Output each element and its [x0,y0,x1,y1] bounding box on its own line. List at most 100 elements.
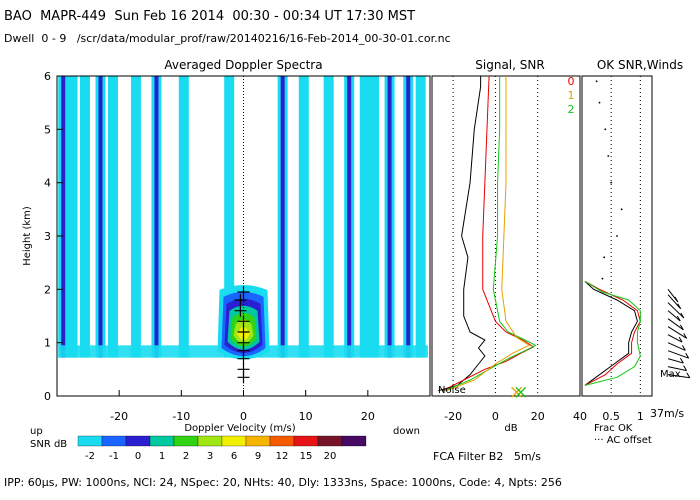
wind-barb-flag [674,296,679,303]
wind-barb-flag [685,352,690,359]
colorbar-swatch [221,435,247,447]
ok-series-2 [584,280,641,386]
noise-stripe-core [280,76,285,358]
noise-stripe [178,76,189,358]
header-title-line: BAO MAPR-449 Sun Feb 16 2014 00:30 - 00:… [4,10,415,23]
y-tick-label: 5 [44,123,51,136]
noise-stripe [359,76,370,358]
x-end-label-left: up [30,426,43,437]
ok-series-0 [584,280,638,386]
wind-barb [667,318,684,331]
snr-series-0 [438,76,486,392]
ok-frame [581,75,653,397]
colorbar-tick-label: -1 [109,451,119,462]
header-file-path: /scr/data/modular_prof/raw/20140216/16-F… [76,32,451,45]
fca-filter: FCA Filter B2 [433,450,504,463]
colorbar-swatch [125,435,151,447]
snr-x-tick-label: 20 [531,410,545,423]
snr-legend-label: 0 [568,75,575,88]
noise-stripe [323,76,334,358]
noise-stripe-core [387,76,392,358]
snr-series-noise [446,76,531,392]
noise-stripe [107,76,118,358]
snr-x-mark [511,386,523,398]
ok-legend-label: ··· AC offset [594,435,652,446]
peak-marker [237,326,250,338]
colorbar-tick-label: 9 [255,451,261,462]
noise-stripe [130,76,141,358]
fca-speed: 5m/s [513,450,541,463]
colorbar-tick-label: -2 [85,451,95,462]
wind-barb [667,294,682,310]
snr-title: Signal, SNR [475,58,544,72]
colorbar-swatch [341,435,367,447]
colorbar-tick-label: 3 [207,451,213,462]
header-date: Sun Feb 16 2014 [114,9,225,24]
ac-offset-point [607,155,610,157]
colorbar-tick-label: 12 [276,451,289,462]
noise-stripe [224,76,235,358]
noise-stripe-core [347,76,352,358]
colorbar-tick-label: 0 [135,451,141,462]
wind-barb-flag [683,365,688,371]
y-tick-label: 1 [44,337,51,350]
ok-x-tick-label: 0.5 [602,410,620,423]
peak-marker [237,336,250,349]
wind-barb [667,302,685,319]
colorbar-tick-label: 2 [183,451,189,462]
colorbar-swatch [293,435,319,447]
header-radar: MAPR-449 [40,9,107,24]
ac-offset-point [604,128,607,131]
x-tick-label: -10 [172,410,190,423]
colorbar-swatch [245,435,271,447]
x-axis-label: Doppler Velocity (m/s) [184,423,295,434]
noise-stripe-core [406,76,411,358]
noise-label: Noise [438,385,466,396]
wind-barb-flag [678,336,683,343]
wind-barb [667,366,687,372]
ac-offset-point [603,256,606,259]
colorbar-swatch [269,435,295,447]
snr-series-2 [444,76,537,392]
radar-params-footer: IPP: 60μs, PW: 1000ns, NCI: 24, NSpec: 2… [4,476,562,489]
header-time-range: 00:30 - 00:34 UT [232,9,342,24]
y-tick-label: 0 [44,390,51,403]
noise-stripe [298,76,309,358]
wind-barb-flag [676,315,681,322]
x-tick-label: 0 [240,410,247,423]
snr-x-tick-label: 40 [573,410,587,423]
colorbar-tick-label: 6 [231,451,237,462]
ok-x-axis-label: Frac OK [594,423,633,434]
colorbar-tick-label: 20 [324,451,337,462]
wind-barb-flag [681,345,686,351]
snr-x-axis-label: dB [504,423,517,434]
colorbar-swatch [317,435,343,447]
wind-barb-flag [679,357,684,364]
colorbar-swatch [173,435,199,447]
y-tick-label: 4 [44,177,51,190]
header-local-time: 17:30 MST [346,9,416,24]
header-dwell-line: Dwell 0 - 9 /scr/data/modular_prof/raw/2… [4,32,451,45]
noise-stripe-core [154,76,159,358]
ac-offset-point [601,277,604,280]
spectra-title: Averaged Doppler Spectra [164,58,322,72]
snr-x-mark [515,386,527,398]
colorbar-swatch [197,435,223,447]
noise-stripe-core [98,76,103,358]
wind-barb-flag [680,312,685,319]
snr-legend-label: 2 [568,103,575,116]
peak-marker [237,315,250,328]
y-tick-label: 3 [44,230,51,243]
peak-marker [237,286,250,298]
ok-x-tick-label: 1 [637,410,644,423]
noise-stripe [67,76,78,358]
ac-offset-point [595,80,598,83]
snr-x-tick-label: 0 [492,410,499,423]
colorbar-swatch [77,435,103,447]
snr-series-1 [442,75,535,392]
ok-series-1 [584,280,641,386]
wind-barb [667,334,683,343]
noise-stripe [415,76,426,358]
wind-barb-flag [679,324,684,331]
